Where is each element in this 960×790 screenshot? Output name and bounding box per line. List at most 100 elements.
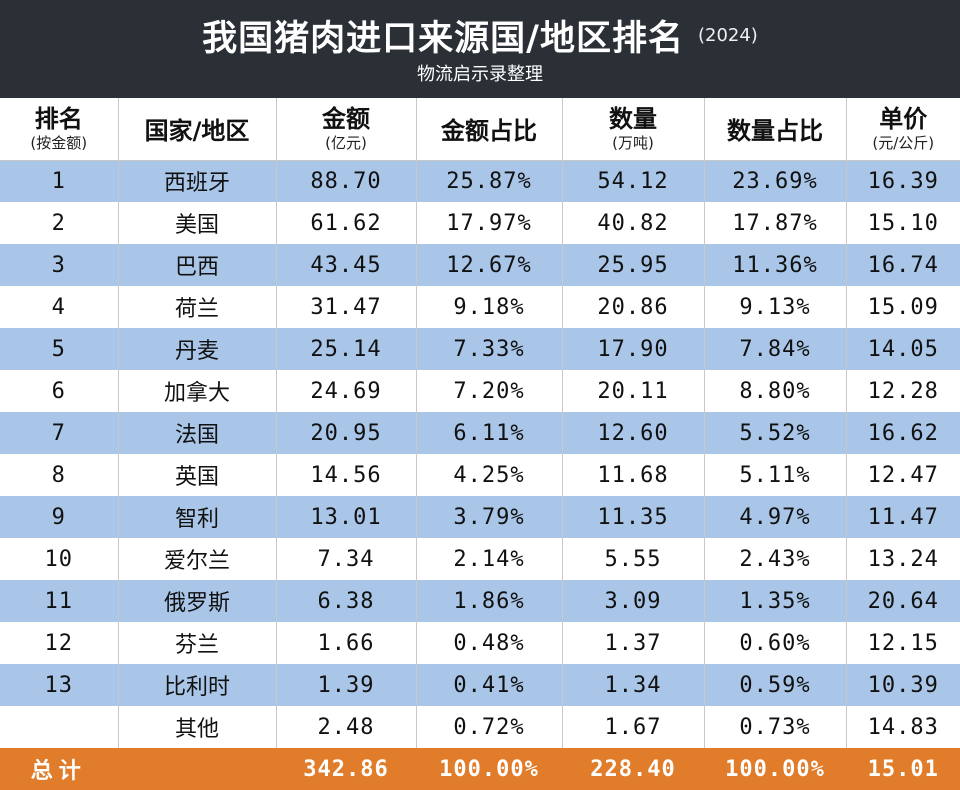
- cell-amount-share: 0.41%: [416, 664, 562, 706]
- cell-quantity: 17.90: [562, 328, 704, 370]
- cell-country: 比利时: [118, 664, 276, 706]
- cell-amount-share: 1.86%: [416, 580, 562, 622]
- cell-amount-share: 12.67%: [416, 244, 562, 286]
- cell-amount: 1.39: [276, 664, 416, 706]
- cell-unit-price: 15.09: [846, 286, 960, 328]
- cell-quantity-share: 0.59%: [704, 664, 846, 706]
- cell-quantity: 11.35: [562, 496, 704, 538]
- cell-rank: 5: [0, 328, 118, 370]
- cell-rank: 1: [0, 160, 118, 202]
- cell-rank: 10: [0, 538, 118, 580]
- cell-rank: 7: [0, 412, 118, 454]
- cell-unit-price: 16.74: [846, 244, 960, 286]
- page-subtitle: 物流启示录整理: [0, 60, 960, 86]
- cell-unit-price: 11.47: [846, 496, 960, 538]
- cell-amount: 7.34: [276, 538, 416, 580]
- cell-quantity-share: 8.80%: [704, 370, 846, 412]
- cell-country: 芬兰: [118, 622, 276, 664]
- cell-unit-price: 20.64: [846, 580, 960, 622]
- cell-quantity-share: 17.87%: [704, 202, 846, 244]
- cell-quantity-share: 5.52%: [704, 412, 846, 454]
- cell-country: 加拿大: [118, 370, 276, 412]
- cell-rank: 12: [0, 622, 118, 664]
- cell-rank: [0, 706, 118, 748]
- cell-unit-price: 14.83: [846, 706, 960, 748]
- cell-amount-share: 17.97%: [416, 202, 562, 244]
- cell-amount-share: 3.79%: [416, 496, 562, 538]
- cell-unit-price: 12.28: [846, 370, 960, 412]
- col-header-sublabel: (万吨): [563, 133, 704, 153]
- cell-quantity: 20.86: [562, 286, 704, 328]
- col-header-quantity: 数量 (万吨): [562, 98, 704, 160]
- col-header-label: 数量占比: [727, 117, 823, 145]
- cell-quantity: 12.60: [562, 412, 704, 454]
- cell-amount: 31.47: [276, 286, 416, 328]
- col-header-country: 国家/地区: [118, 98, 276, 160]
- cell-amount: 2.48: [276, 706, 416, 748]
- col-header-amount: 金额 (亿元): [276, 98, 416, 160]
- col-header-label: 金额: [277, 105, 416, 133]
- col-header-label: 单价: [847, 105, 960, 133]
- cell-amount-share: 7.20%: [416, 370, 562, 412]
- col-header-unit-price: 单价 (元/公斤): [846, 98, 960, 160]
- cell-amount: 6.38: [276, 580, 416, 622]
- cell-country: 荷兰: [118, 286, 276, 328]
- cell-rank: 6: [0, 370, 118, 412]
- cell-quantity-share: 5.11%: [704, 454, 846, 496]
- cell-amount: 20.95: [276, 412, 416, 454]
- cell-amount: 43.45: [276, 244, 416, 286]
- cell-amount: 61.62: [276, 202, 416, 244]
- cell-quantity-share: 2.43%: [704, 538, 846, 580]
- cell-rank: 13: [0, 664, 118, 706]
- cell-amount: 1.66: [276, 622, 416, 664]
- cell-country: 其他: [118, 706, 276, 748]
- col-header-sublabel: (亿元): [277, 133, 416, 153]
- cell-amount-share: 0.72%: [416, 706, 562, 748]
- cell-amount-share: 25.87%: [416, 160, 562, 202]
- col-header-sublabel: (元/公斤): [847, 133, 960, 153]
- cell-unit-price: 16.62: [846, 412, 960, 454]
- cell-country: 巴西: [118, 244, 276, 286]
- cell-country: 智利: [118, 496, 276, 538]
- cell-quantity: 40.82: [562, 202, 704, 244]
- cell-unit-price: 15.10: [846, 202, 960, 244]
- pork-import-ranking-table: 排名 (按金额) 国家/地区 金额 (亿元) 金额占比 数量 (万吨) 数量占比…: [0, 98, 960, 790]
- cell-unit-price: 12.47: [846, 454, 960, 496]
- cell-amount-share: 9.18%: [416, 286, 562, 328]
- col-header-sublabel: (按金额): [0, 133, 118, 153]
- cell-quantity: 25.95: [562, 244, 704, 286]
- col-header-label: 国家/地区: [145, 117, 250, 145]
- cell-amount-share: 2.14%: [416, 538, 562, 580]
- cell-rank: 8: [0, 454, 118, 496]
- cell-quantity: 20.11: [562, 370, 704, 412]
- cell-unit-price: 10.39: [846, 664, 960, 706]
- title-year: (2024): [698, 25, 758, 46]
- cell-quantity-share: 0.73%: [704, 706, 846, 748]
- cell-quantity-share: 11.36%: [704, 244, 846, 286]
- cell-country: 英国: [118, 454, 276, 496]
- cell-quantity: 5.55: [562, 538, 704, 580]
- col-header-label: 排名: [0, 105, 118, 133]
- cell-rank: 2: [0, 202, 118, 244]
- cell-amount-share: 7.33%: [416, 328, 562, 370]
- page-title: 我国猪肉进口来源国/地区排名: [202, 19, 684, 59]
- cell-country: 俄罗斯: [118, 580, 276, 622]
- col-header-label: 金额占比: [441, 117, 537, 145]
- cell-unit-price: 16.39: [846, 160, 960, 202]
- cell-quantity-share: 23.69%: [704, 160, 846, 202]
- cell-country: 爱尔兰: [118, 538, 276, 580]
- cell-quantity-share: 7.84%: [704, 328, 846, 370]
- title-banner: 我国猪肉进口来源国/地区排名 (2024) 物流启示录整理: [0, 0, 960, 98]
- col-header-label: 数量: [563, 105, 704, 133]
